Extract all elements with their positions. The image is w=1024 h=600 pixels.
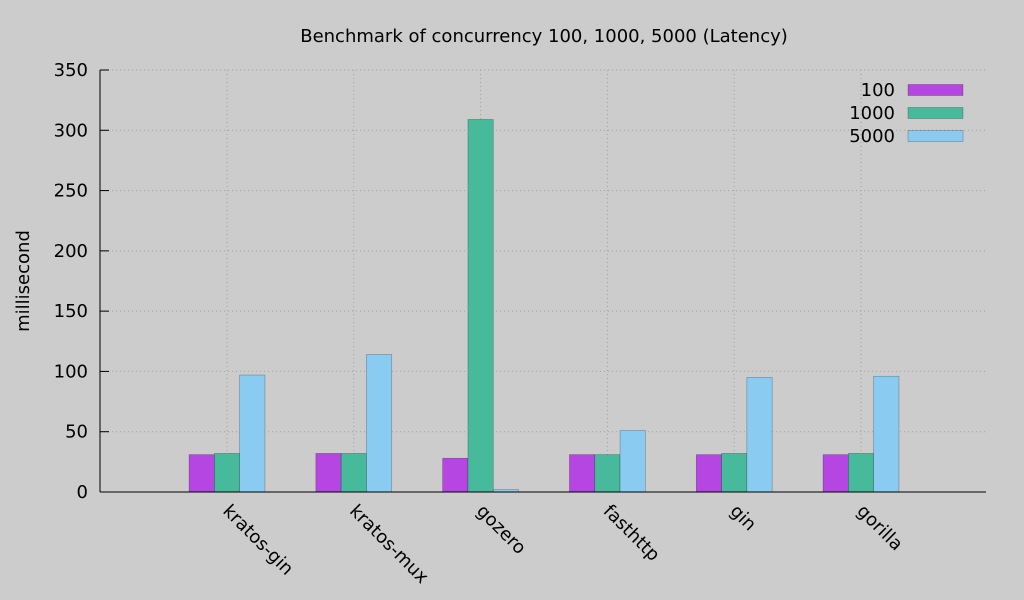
x-tick-label: kratos-gin (218, 501, 297, 580)
x-tick-labels: kratos-gin kratos-mux gozero fasthttp gin gor… (218, 501, 906, 588)
bar-fasthttp-100 (569, 454, 596, 493)
y-tick-label: 350 (54, 60, 88, 81)
bar-gorilla-1000 (848, 453, 874, 493)
y-tick-label: 0 (77, 482, 88, 503)
y-tick-labels: 0 50 100 150 200 250 300 350 (54, 60, 88, 503)
bars (188, 119, 900, 493)
bar-kratos-mux-5000 (366, 354, 393, 493)
legend-swatch (907, 84, 964, 96)
bar-kratos-mux-1000 (340, 453, 367, 493)
x-tick-label: kratos-mux (345, 501, 432, 588)
legend-swatch (907, 107, 964, 119)
legend-label: 5000 (849, 126, 895, 147)
bar-fasthttp-5000 (619, 430, 646, 493)
bar-kratos-gin-100 (188, 454, 215, 493)
bar-gin-5000 (746, 377, 773, 493)
legend-label: 1000 (849, 103, 895, 124)
y-tick-label: 200 (54, 241, 88, 262)
y-tick-label: 250 (54, 181, 88, 202)
y-tick-label: 50 (65, 422, 88, 443)
y-tick-label: 300 (54, 120, 88, 141)
x-tick-label: gin (726, 501, 761, 536)
x-tick-label: gorilla (852, 501, 906, 555)
y-tick-label: 150 (54, 301, 88, 322)
y-tick-label: 100 (54, 361, 88, 382)
y-axis-label: millisecond (13, 230, 34, 332)
bar-kratos-gin-5000 (239, 374, 266, 493)
bar-gorilla-100 (822, 454, 849, 493)
bar-gin-100 (695, 454, 722, 493)
bar-gorilla-5000 (873, 375, 900, 493)
bar-gozero-100 (442, 457, 469, 493)
legend-swatch (907, 130, 964, 142)
bar-kratos-gin-1000 (214, 453, 240, 493)
axes (99, 69, 986, 493)
bar-gozero-1000 (467, 119, 494, 493)
x-tick-label: fasthttp (599, 501, 664, 566)
x-tick-label: gozero (472, 501, 530, 559)
bar-kratos-mux-100 (315, 453, 342, 493)
chart-title: Benchmark of concurrency 100, 1000, 5000… (300, 26, 788, 47)
bar-gin-1000 (721, 453, 748, 493)
legend-label: 100 (861, 80, 895, 101)
bar-fasthttp-1000 (594, 454, 621, 493)
